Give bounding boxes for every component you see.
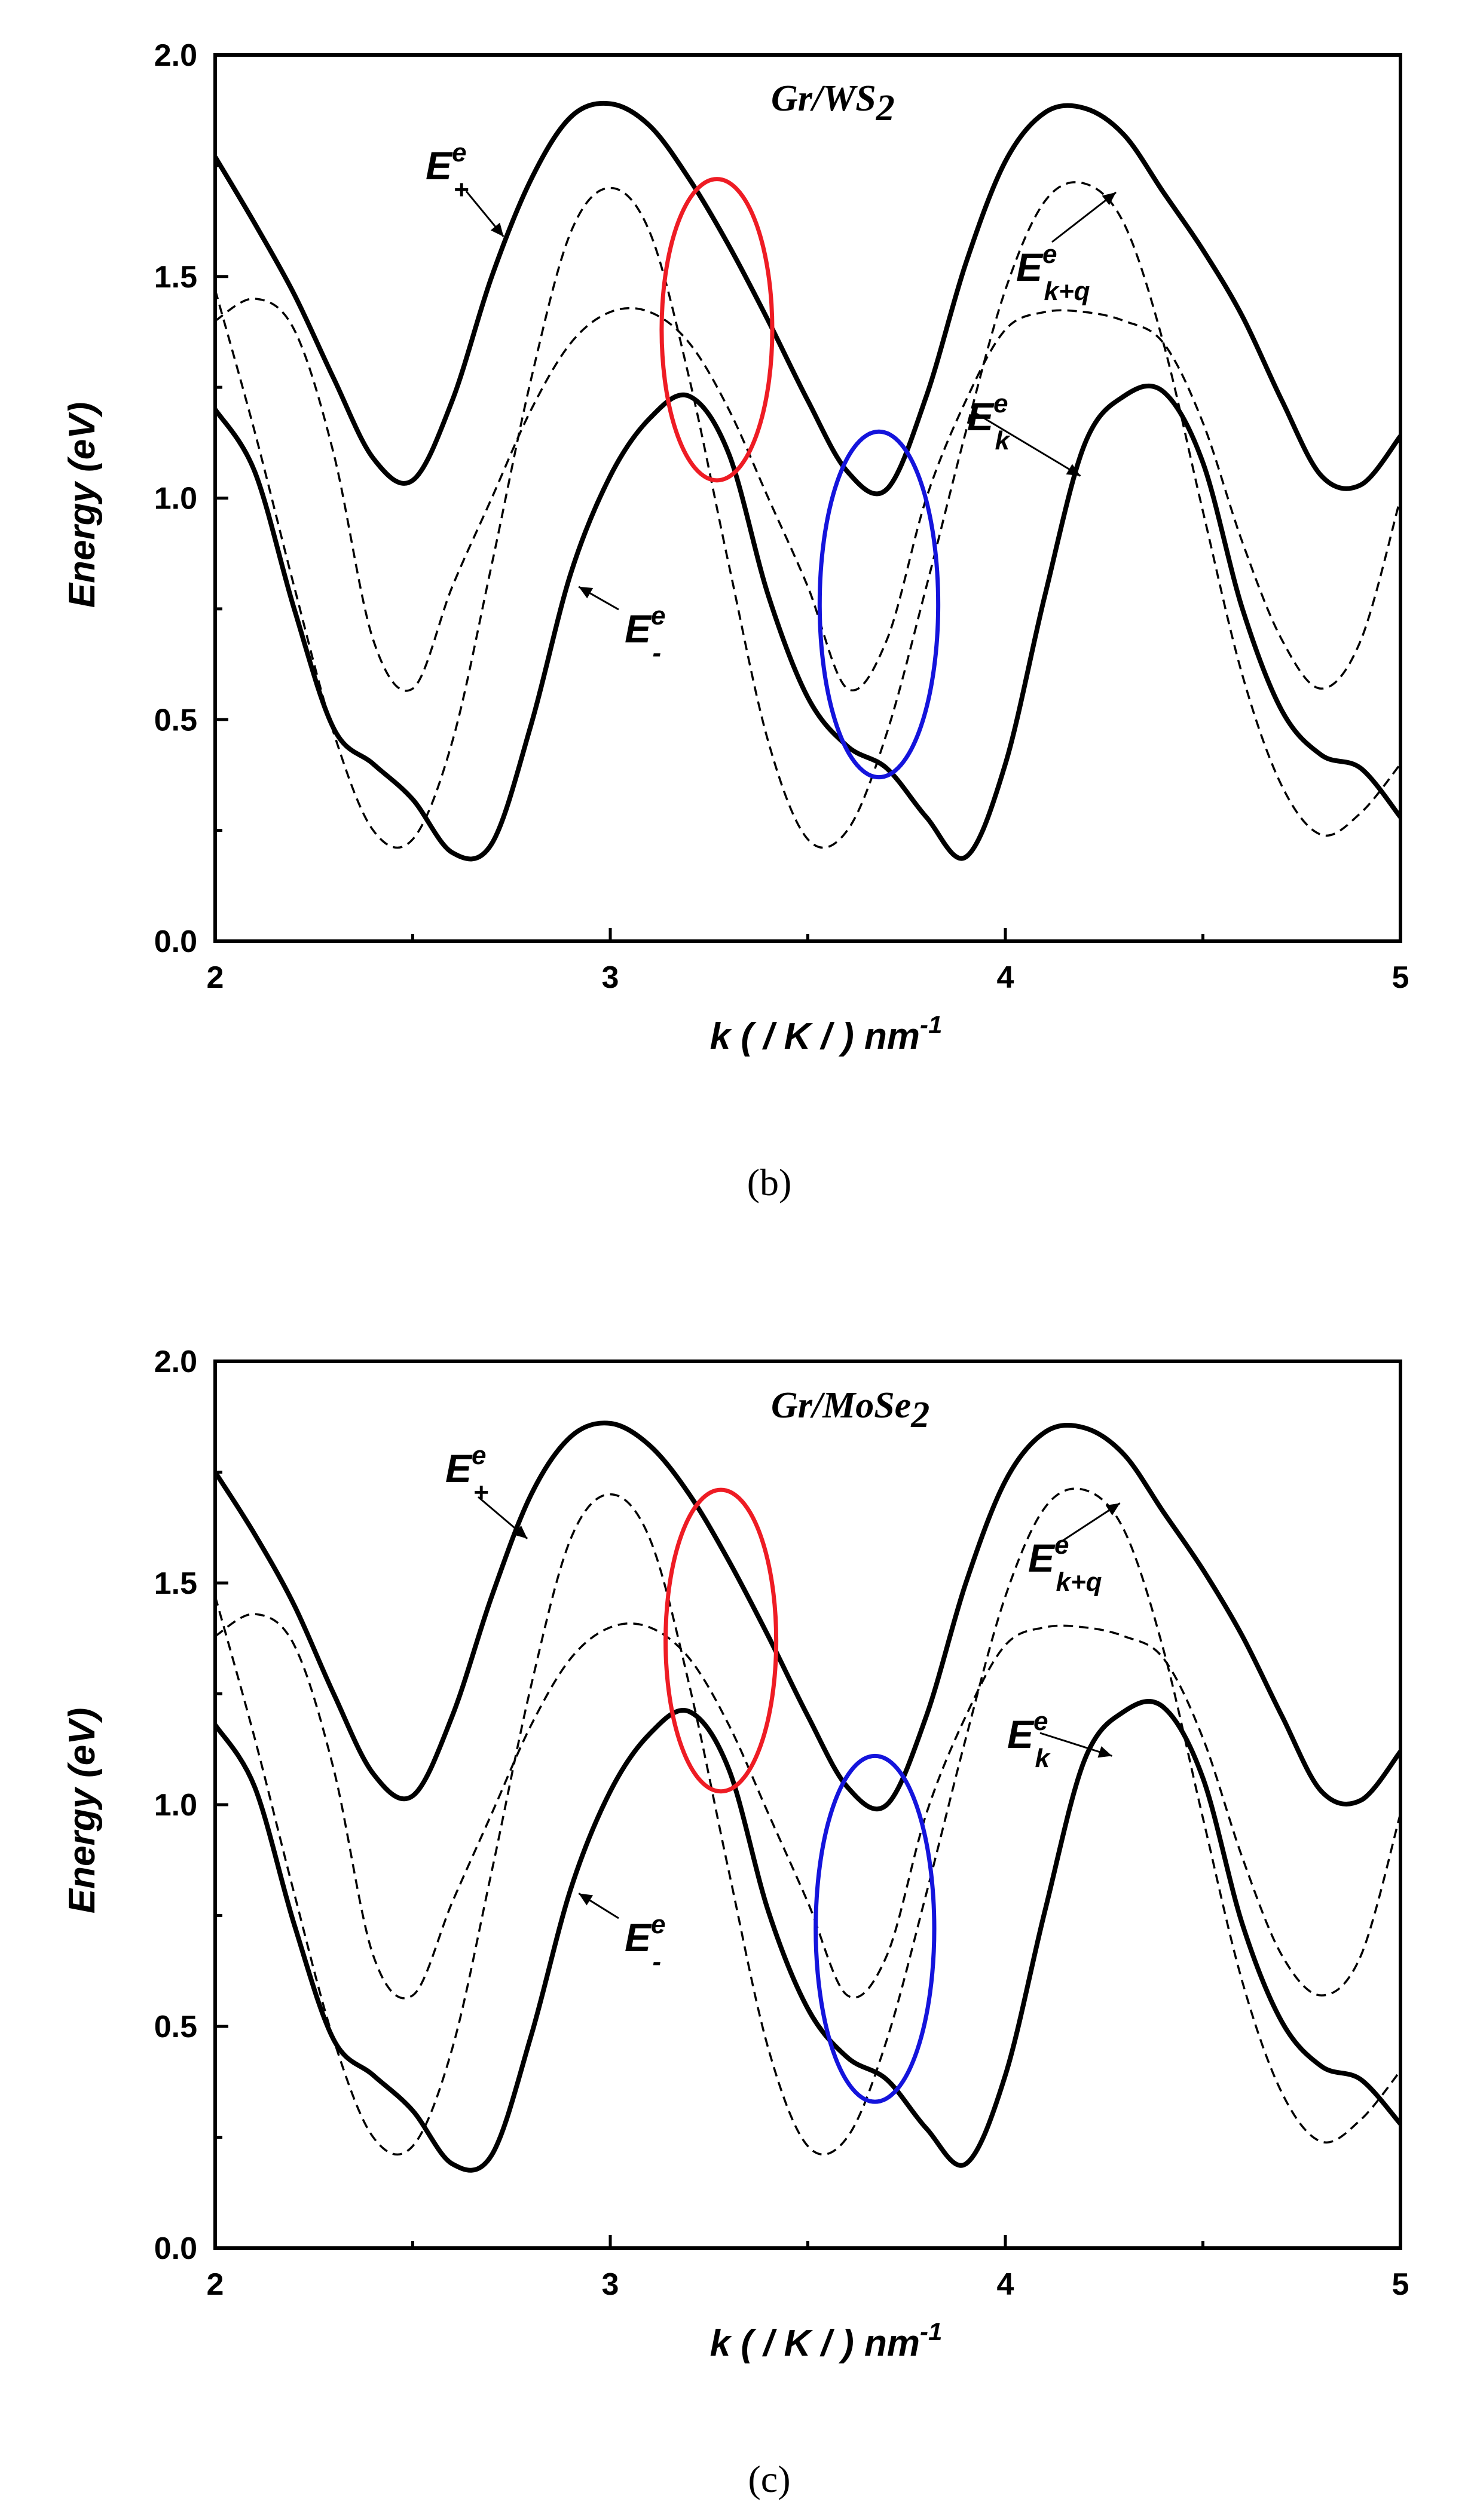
panel-b-annotation-k-sub: k: [995, 426, 1011, 455]
panel-c-x-tick-label: 3: [602, 2267, 619, 2302]
panel-b-series-eke: [215, 298, 1400, 692]
panel-c-annotation-k-sub: k: [1035, 1744, 1051, 1773]
panel-b-annotation-plus-sub: +: [454, 175, 469, 204]
panel-c-annotation-kplusq-sub: k+q: [1056, 1567, 1102, 1597]
panel-b-annotation-kplusq-arrowhead: [1102, 192, 1117, 206]
panel-b: (b) Gr/WS2 Energy (eV) k ( / K / ) nm-1 …: [62, 38, 1409, 1204]
panel-b-y-tick-label: 1.5: [154, 260, 197, 295]
panel-b-annotation-minus-arrowhead: [579, 586, 594, 599]
panel-b-x-axis-title-sup: -1: [920, 1011, 942, 1039]
panel-b-y-tick-label: 0.0: [154, 924, 197, 959]
panel-b-caption: (b): [747, 1161, 792, 1204]
panel-c-annotation-kplusq-symbol: E: [1028, 1536, 1056, 1580]
panel-b-x-axis-title: k ( / K / ) nm-1: [710, 1011, 943, 1057]
panel-c-x-axis-title: k ( / K / ) nm-1: [710, 2317, 943, 2364]
panel-c-highlight-ellipse-red: [663, 1487, 779, 1794]
panel-c-annotation-minus-sub: -: [653, 1947, 662, 1976]
panel-c-y-tick-label: 1.5: [154, 1566, 197, 1601]
panel-b-annotation-plus-arrowhead: [490, 222, 504, 237]
panel-b-y-tick-label: 0.5: [154, 703, 197, 737]
panel-c-annotation-kplusq-arrowhead: [1105, 1503, 1120, 1515]
panel-b-annotation-k-arrowhead: [1066, 464, 1081, 476]
panel-c-annotation-plus-arrowhead: [513, 1525, 528, 1539]
panel-c-annotation-kplusq: Ee k+q: [1028, 1530, 1102, 1597]
panel-b-x-tick-label: 4: [997, 960, 1014, 995]
panel-c-series-e-e: [215, 1420, 1400, 1812]
panel-b-annotation-plus-sup: e: [452, 138, 466, 167]
panel-b-annotation-kplusq-sub: k+q: [1044, 277, 1090, 306]
panel-b-x-axis-title-text: k ( / K / ) nm: [710, 1016, 920, 1057]
panel-c-y-tick-label: 2.0: [154, 1345, 197, 1379]
panel-c-plot-frame: [213, 1359, 1402, 2250]
panel-c-y-tick-label: 1.0: [154, 1788, 197, 1823]
panel-b-annotation-kplusq: Ee k+q: [1016, 240, 1090, 306]
panel-b-title: Gr/WS2: [771, 78, 895, 128]
panel-c: (c) Gr/MoSe2 Energy (eV) k ( / K / ) nm-…: [62, 1345, 1409, 2500]
panel-b-annotation-k-arrow: [974, 411, 1081, 477]
panel-b-x-tick-label: 3: [602, 960, 619, 995]
panel-c-annotation-minus-symbol: E: [625, 1915, 652, 1959]
panel-b-y-axis-title: Energy (eV): [62, 402, 103, 608]
panel-b-x-tick-label: 2: [207, 960, 224, 995]
panel-c-annotation-k-sup: e: [1033, 1707, 1048, 1736]
panel-b-series-group: [215, 100, 1400, 862]
panel-c-title-text: Gr/MoSe: [771, 1385, 911, 1426]
panel-c-annotation-plus: Ee +: [445, 1441, 488, 1507]
panel-b-annotation-minus-sub: -: [653, 638, 662, 667]
panel-c-series-ek-qe: [215, 1487, 1400, 2156]
panel-c-series-eke: [215, 1613, 1400, 2000]
panel-b-annotation-plus-symbol: E: [426, 143, 453, 188]
panel-c-highlight-ellipse-blue: [814, 1753, 937, 2104]
panel-b-y-tick-label: 1.0: [154, 482, 197, 516]
panel-b-plot-frame: [213, 53, 1402, 943]
panel-b-annotation-minus: Ee -: [625, 601, 666, 667]
panel-c-annotation-k-symbol: E: [1007, 1712, 1035, 1756]
panel-c-x-tick-label: 4: [997, 2267, 1014, 2302]
panel-b-y-tick-label: 2.0: [154, 38, 197, 73]
panel-b-annotation-kplusq-arrow: [1051, 191, 1117, 243]
panel-b-annotation-minus-symbol: E: [625, 607, 652, 651]
panel-c-annotation-plus-sup: e: [472, 1441, 486, 1470]
panel-c-annotation-minus-arrowhead: [579, 1893, 594, 1906]
panel-b-series-e-e: [215, 100, 1400, 497]
panel-c-title: Gr/MoSe2: [771, 1385, 929, 1435]
panel-c-series-e-e: [215, 1699, 1400, 2173]
panel-c-y-tick-label: 0.0: [154, 2231, 197, 2266]
panel-b-annotation-k-sup: e: [993, 389, 1008, 418]
panel-c-x-axis-title-sup: -1: [920, 2317, 942, 2346]
panel-c-annotation-minus: Ee -: [625, 1910, 666, 1976]
panel-b-x-tick-label: 5: [1392, 960, 1409, 995]
panel-b-annotation-minus-sup: e: [651, 601, 665, 630]
panel-c-annotation-plus-sub: +: [473, 1478, 489, 1507]
panel-c-y-tick-label: 0.5: [154, 2010, 197, 2044]
panel-c-annotation-kplusq-sup: e: [1054, 1530, 1069, 1560]
panel-b-annotation-kplusq-symbol: E: [1016, 245, 1044, 289]
panel-c-annotation-minus-sup: e: [651, 1910, 665, 1939]
panel-c-series-group: [215, 1420, 1400, 2173]
panel-c-x-axis-title-text: k ( / K / ) nm: [710, 2323, 920, 2364]
panel-c-x-tick-label: 2: [207, 2267, 224, 2302]
panel-c-title-subscript: 2: [910, 1395, 929, 1435]
panel-c-x-tick-label: 5: [1392, 2267, 1409, 2302]
panel-b-highlight-ellipse-red: [659, 177, 775, 483]
panel-c-annotation-k: Ee k: [1007, 1707, 1051, 1773]
panel-c-annotation-k-arrowhead: [1097, 1746, 1112, 1758]
panel-b-annotation-k: Ee k: [967, 389, 1011, 455]
panel-c-caption: (c): [748, 2458, 790, 2500]
panel-b-annotation-kplusq-sup: e: [1042, 240, 1057, 269]
panel-b-series-e-e: [215, 383, 1400, 862]
panel-b-series-ek-qe: [215, 181, 1400, 849]
panel-b-title-subscript: 2: [876, 88, 895, 128]
panel-b-highlight-ellipse-blue: [817, 429, 941, 780]
panel-c-y-axis-title: Energy (eV): [62, 1708, 103, 1914]
panel-c-annotation-plus-symbol: E: [445, 1446, 473, 1490]
panel-b-title-text: Gr/WS: [771, 78, 876, 119]
panel-b-annotation-plus: Ee +: [426, 138, 469, 204]
